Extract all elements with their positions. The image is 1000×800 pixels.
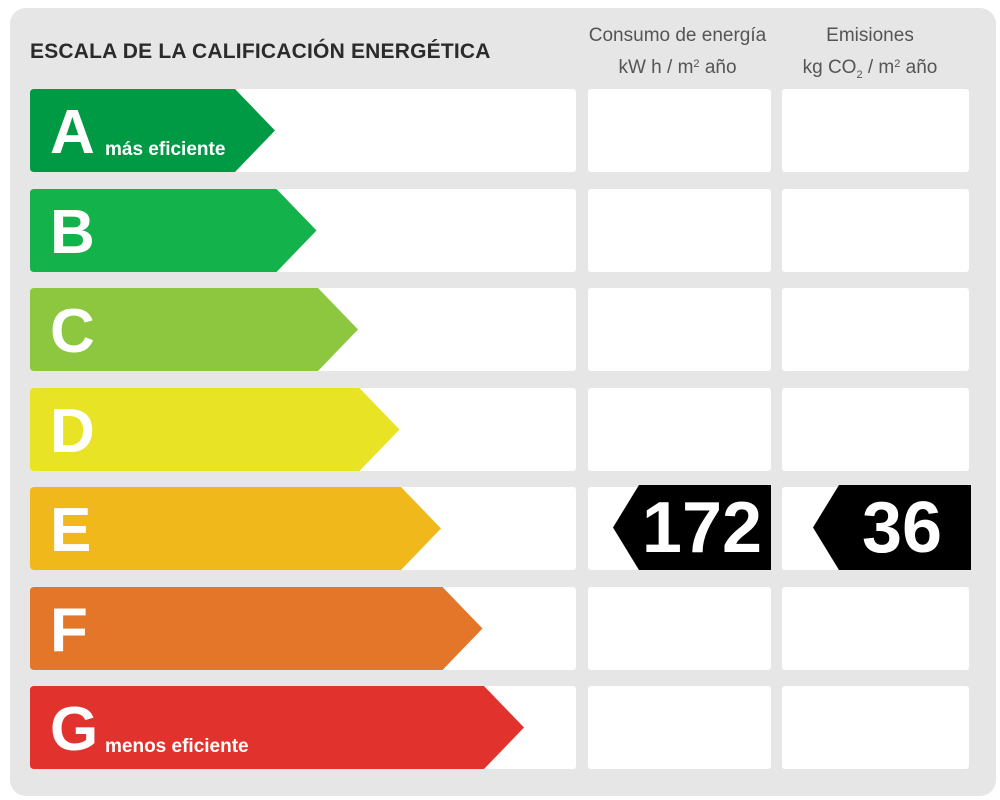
- emisiones-header-title: Emisiones: [826, 25, 914, 46]
- rating-arrow-shape-c: [30, 288, 358, 371]
- emisiones-value-tag-text: 36: [861, 488, 943, 568]
- consumo-cell-g: [588, 686, 771, 769]
- rating-arrow-fill-d: [30, 388, 400, 471]
- rating-desc-g: menos eficiente: [105, 736, 249, 757]
- rating-arrow-f: F: [30, 587, 483, 670]
- rating-arrow-fill-f: [30, 587, 483, 670]
- rating-arrow-fill-c: [30, 288, 358, 371]
- emisiones-cell-b: [782, 189, 969, 272]
- rating-arrow-fill-g: [30, 686, 524, 769]
- scale-title: ESCALA DE LA CALIFICACIÓN ENERGÉTICA: [30, 40, 491, 63]
- rating-letter-d: D: [50, 397, 95, 466]
- emisiones-value-tag-fill: [813, 485, 971, 570]
- rating-arrow-shape-a: [30, 89, 275, 172]
- consumo-value-tag-text: 172: [641, 488, 763, 568]
- consumo-value-tag: 172: [613, 485, 771, 570]
- rating-arrow-e: E: [30, 487, 441, 570]
- emisiones-cell-d: [782, 388, 969, 471]
- rating-arrow-fill-a: [30, 89, 275, 172]
- emisiones-value-tag-shape: [813, 485, 971, 570]
- rating-arrow-shape-f: [30, 587, 483, 670]
- emisiones-cell-g: [782, 686, 969, 769]
- rating-arrow-fill-b: [30, 189, 317, 272]
- rating-arrow-b: B: [30, 189, 317, 272]
- consumo-cell-f: [588, 587, 771, 670]
- rating-letter-a: A: [50, 98, 95, 167]
- consumo-value-tag-fill: [613, 485, 771, 570]
- rating-arrow-shape-d: [30, 388, 400, 471]
- rating-letter-f: F: [50, 596, 88, 665]
- rating-arrow-shape-e: [30, 487, 441, 570]
- rating-letter-b: B: [50, 198, 95, 267]
- emisiones-header-unit: kg CO2 / m2 año: [802, 57, 938, 81]
- rating-arrow-fill-e: [30, 487, 441, 570]
- consumo-cell-a: [588, 89, 771, 172]
- emisiones-cell-f: [782, 587, 969, 670]
- consumo-column-header: Consumo de energía kW h / m2 año: [575, 22, 780, 82]
- emisiones-cell-a: [782, 89, 969, 172]
- rating-letter-e: E: [50, 496, 92, 565]
- rating-letter-c: C: [50, 297, 95, 366]
- consumo-cell-d: [588, 388, 771, 471]
- rating-arrow-d: D: [30, 388, 400, 471]
- rating-arrow-c: C: [30, 288, 358, 371]
- rating-arrow-shape-g: [30, 686, 524, 769]
- emisiones-column-header: Emisiones kg CO2 / m2 año: [775, 22, 965, 89]
- rating-desc-a: más eficiente: [105, 139, 226, 160]
- consumo-header-title: Consumo de energía: [588, 25, 767, 46]
- emisiones-value-tag: 36: [813, 485, 971, 570]
- emisiones-cell-c: [782, 288, 969, 371]
- consumo-cell-b: [588, 189, 771, 272]
- rating-letter-g: G: [50, 695, 99, 764]
- consumo-cell-c: [588, 288, 771, 371]
- rating-arrow-shape-b: [30, 189, 317, 272]
- consumo-header-unit: kW h / m2 año: [618, 57, 737, 78]
- consumo-value-tag-shape: [613, 485, 771, 570]
